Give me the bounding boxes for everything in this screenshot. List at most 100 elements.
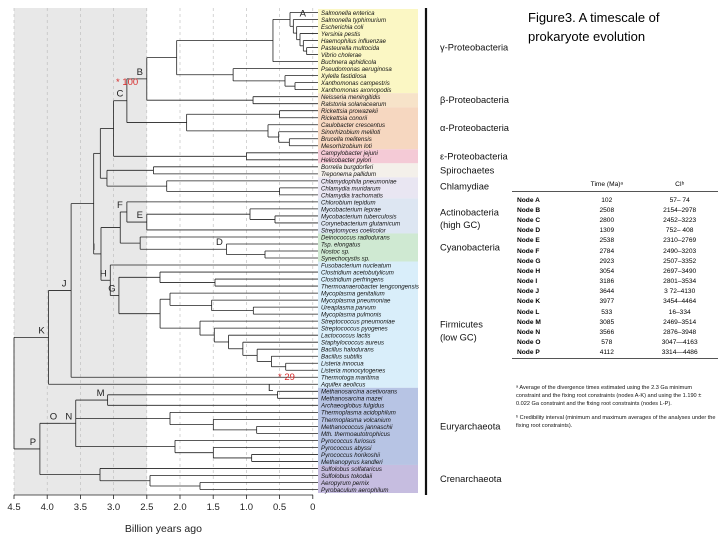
taxon-label: Salmonella enterica [321, 10, 375, 17]
taxon-label: Ralstonia solanacearum [321, 101, 386, 108]
table-row: Node C 2800 2452–3223 [512, 215, 718, 225]
node-label-p: P [30, 437, 36, 448]
table-cell-time: 2538 [599, 237, 615, 245]
x-axis-tick-label: 2.5 [140, 502, 153, 513]
table-row: Node I 3186 2801–3534 [512, 277, 718, 287]
taxon-label: Bacillus halodurans [321, 347, 374, 354]
taxon-group-band [318, 163, 418, 178]
table-cell-node: Node A [517, 196, 540, 204]
table-header-time: Time (Ma)ᵃ [572, 178, 642, 192]
taxon-group-band [318, 8, 418, 94]
table-cell-ci: 2310–2769 [663, 237, 697, 245]
table-row: Node P 4112 3314—4486 [512, 347, 718, 359]
node-label-o: O [50, 411, 57, 422]
taxon-group-band [318, 464, 418, 494]
taxon-label: Sinorhizobium meliloti [321, 129, 381, 136]
taxon-label: Mycoplasma genitalium [321, 290, 385, 297]
taxon-label: Pyrococcus furiosus [321, 438, 376, 445]
taxon-label: Pasteurella multocida [321, 45, 380, 52]
node-label-g: G [108, 283, 115, 294]
taxon-label: Streptococcus pneumoniae [321, 319, 395, 326]
taxon-label: Fusobacterium nucleatum [321, 262, 391, 269]
taxon-label: Salmonella typhimurium [321, 17, 386, 24]
taxon-label: Mesorhizobium loti [321, 143, 372, 150]
table-cell-time: 533 [601, 308, 613, 316]
taxon-label: Methanopyrus kandleri [321, 459, 383, 466]
table-cell-ci: 2697–3490 [663, 267, 697, 275]
table-row: Node J 3644 3 72–4130 [512, 287, 718, 297]
group-label: Crenarchaeota [440, 474, 502, 484]
table-cell-node: Node G [517, 257, 541, 265]
table-cell-node: Node J [517, 288, 539, 296]
x-axis-tick-label: 4.0 [41, 502, 54, 513]
table-cell-node: Node O [517, 339, 541, 347]
taxon-label: Deinococcus radiodurans [321, 234, 390, 241]
x-axis-title: Billion years ago [125, 523, 202, 535]
table-cell-node: Node N [517, 329, 541, 337]
taxon-label: Methanococcus jannaschii [321, 424, 393, 431]
table-row: Node M 3085 2469–3514 [512, 317, 718, 327]
x-axis-tick-label: 3.0 [107, 502, 120, 513]
table-cell-time: 4112 [572, 347, 642, 359]
taxon-label: Buchnera aphidicola [321, 59, 377, 66]
taxon-group-band [318, 233, 418, 262]
table-header-ci: CIᵇ [641, 178, 718, 192]
figure-title: Figure3. A timescale of prokaryote evolu… [528, 8, 713, 46]
annotation-29: * 29 [278, 372, 295, 383]
table-cell-ci: 2452–3223 [663, 216, 697, 224]
table-cell-ci: 2507–3352 [663, 257, 697, 265]
table-cell-ci: 57– 74 [669, 196, 690, 204]
taxon-group-band [318, 177, 418, 199]
table-cell-node: Node I [517, 278, 538, 286]
taxon-label: Thermoanaerobacter tengcongensis [321, 283, 419, 290]
taxon-group-band [318, 261, 418, 388]
node-label-f: F [117, 200, 123, 211]
node-label-j: J [62, 278, 67, 289]
table-row: Node B 2508 2154–2978 [512, 205, 718, 215]
x-axis-tick-label: 0 [310, 502, 315, 513]
table-cell-ci: 2469–3514 [663, 318, 697, 326]
table-row: Node O 578 3047—4163 [512, 338, 718, 348]
taxon-label: Xanthomonas campestris [320, 80, 390, 87]
table-cell-ci: 752– 408 [665, 227, 694, 235]
node-label-e: E [137, 210, 143, 221]
taxon-label: Helicobacter pylori [321, 157, 372, 164]
table-row: Node L 533 16–334 [512, 307, 718, 317]
taxon-label: Chlamydia muridarum [321, 185, 381, 192]
taxon-label: Xanthomonas axonopodis [320, 87, 391, 94]
taxon-group-band [318, 93, 418, 108]
group-label: Chlamydiae [440, 181, 489, 191]
taxon-label: Caulobacter crescentus [321, 122, 385, 129]
group-label: ε-Proteobacteria [440, 151, 509, 161]
table-cell-node: Node P [512, 347, 573, 359]
x-axis-tick-label: 1.5 [207, 502, 220, 513]
node-label-m: M [97, 388, 105, 399]
table-row: Node F 2784 2490–3203 [512, 246, 718, 256]
table-cell-node: Node F [517, 247, 540, 255]
table-cell-ci: 3454–4464 [663, 298, 697, 306]
taxon-group-band [318, 198, 418, 234]
taxon-label: Sulfolobus solfataricus [321, 466, 382, 473]
table-row: Node K 3977 3454–4464 [512, 297, 718, 307]
table-cell-ci: 2154–2978 [663, 206, 697, 214]
group-label: Spirochaetes [440, 165, 495, 175]
shaded-interval [14, 8, 147, 495]
taxon-label: Synechocystis sp. [321, 255, 370, 262]
table-row: Node H 3054 2697–3490 [512, 266, 718, 276]
taxon-label: Escherichia coli [321, 24, 364, 31]
table-cell-time: 1309 [599, 227, 615, 235]
taxon-label: Listeria monocytogenes [321, 368, 385, 375]
taxon-label: Methanosarcina mazei [321, 396, 383, 403]
table-cell-time: 3186 [599, 278, 615, 286]
taxon-label: Thermoplasma acidophilum [321, 410, 396, 417]
table-cell-time: 2800 [599, 216, 615, 224]
taxon-label: Yersinia pestis [321, 31, 360, 38]
table-cell-node: Node E [517, 237, 540, 245]
table-cell-ci: 2490–3203 [663, 247, 697, 255]
taxon-label: Aquifex aeolicus [320, 382, 365, 389]
table-cell-ci: 2801–3534 [663, 278, 697, 286]
node-label-h: H [100, 268, 107, 279]
taxon-label: Vibrio cholerae [321, 52, 362, 59]
